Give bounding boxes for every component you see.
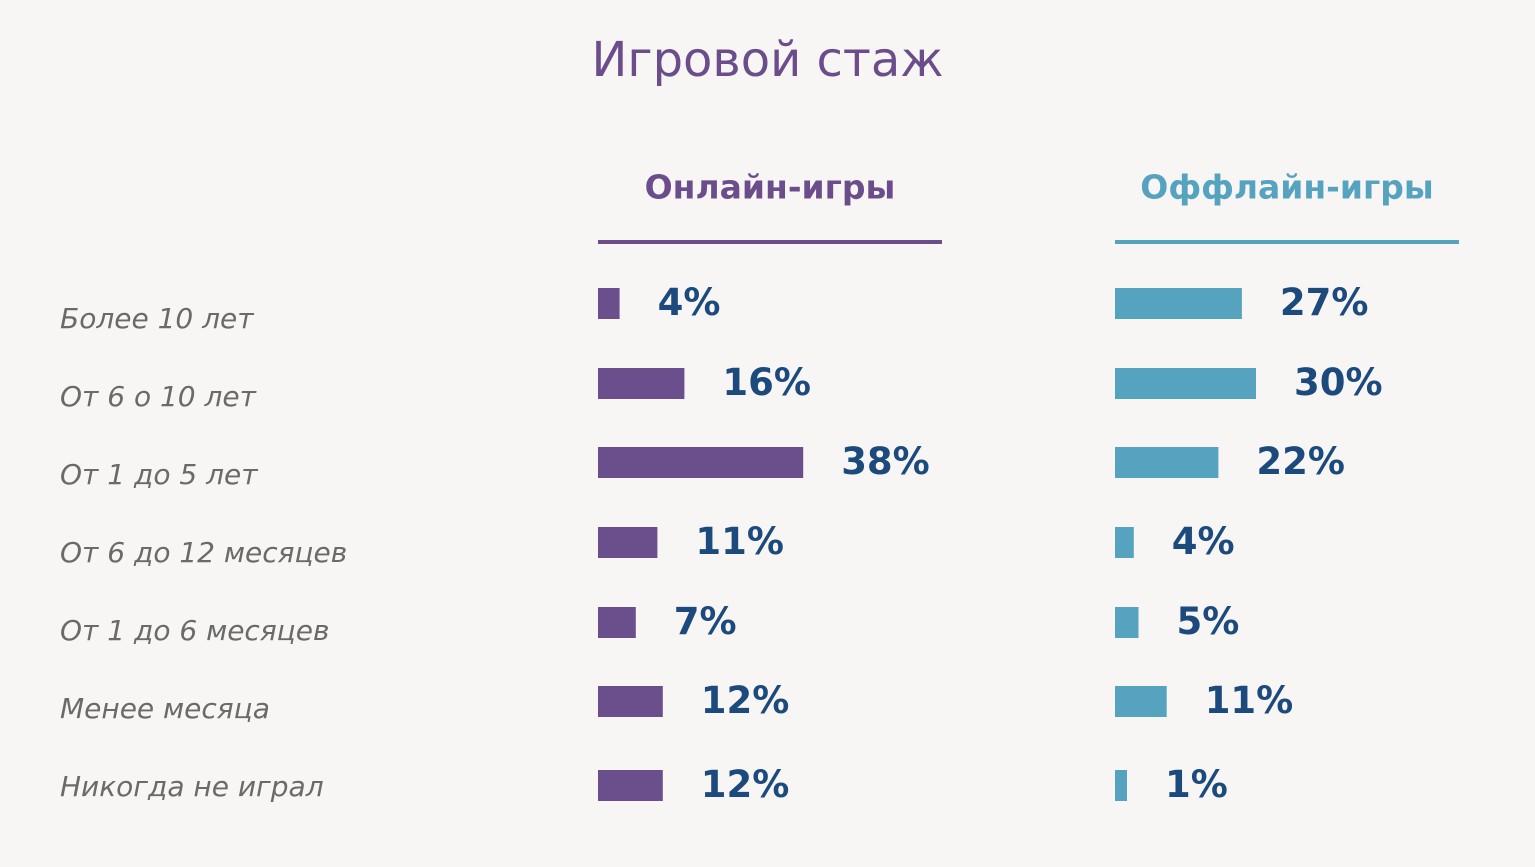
- value-label: 27%: [1280, 281, 1369, 324]
- bar: [598, 447, 804, 478]
- value-label: 11%: [1205, 679, 1294, 722]
- bar: [598, 527, 658, 558]
- value-label: 38%: [841, 440, 930, 483]
- series-underline: [598, 240, 942, 244]
- bar: [1115, 770, 1127, 801]
- category-label: От 1 до 6 месяцев: [60, 614, 329, 647]
- value-label: 12%: [701, 763, 790, 806]
- category-label: Менее месяца: [60, 692, 270, 725]
- value-label: 11%: [695, 520, 784, 563]
- bar: [1115, 686, 1167, 717]
- series-header: Оффлайн-игры: [1140, 168, 1433, 207]
- bar: [598, 770, 663, 801]
- value-label: 12%: [701, 679, 790, 722]
- bar: [598, 368, 685, 399]
- bar: [1115, 368, 1256, 399]
- series-header: Онлайн-игры: [645, 168, 896, 207]
- bar: [598, 607, 636, 638]
- value-label: 16%: [722, 361, 811, 404]
- bar: [1115, 527, 1134, 558]
- value-label: 22%: [1256, 440, 1345, 483]
- value-label: 4%: [1172, 520, 1235, 563]
- bar: [1115, 288, 1242, 319]
- category-label: От 6 до 12 месяцев: [60, 536, 347, 569]
- category-label: Более 10 лет: [60, 302, 254, 335]
- value-label: 7%: [674, 600, 737, 643]
- category-label: Никогда не играл: [60, 770, 324, 803]
- category-label: От 1 до 5 лет: [60, 458, 258, 491]
- chart-title: Игровой стаж: [591, 32, 944, 88]
- value-label: 30%: [1294, 361, 1383, 404]
- series-underline: [1115, 240, 1459, 244]
- bar: [1115, 447, 1219, 478]
- value-label: 5%: [1177, 600, 1240, 643]
- value-label: 4%: [658, 281, 721, 324]
- bar: [1115, 607, 1139, 638]
- bar: [598, 686, 663, 717]
- bar: [598, 288, 620, 319]
- category-label: От 6 о 10 лет: [60, 380, 257, 413]
- value-label: 1%: [1165, 763, 1228, 806]
